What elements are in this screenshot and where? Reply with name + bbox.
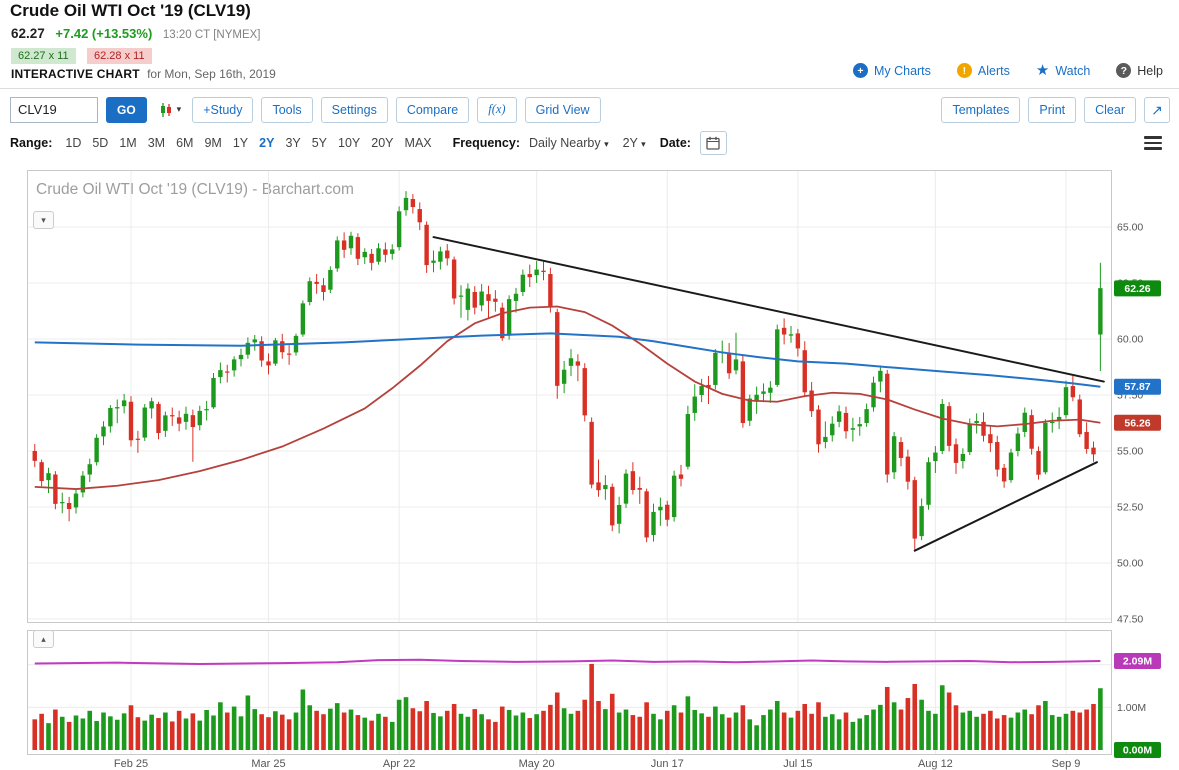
range-5y[interactable]: 5Y (311, 136, 328, 150)
watch-label: Watch (1055, 63, 1091, 78)
period-value: 2Y (622, 136, 638, 150)
svg-text:Jun 17: Jun 17 (651, 758, 684, 770)
svg-text:May 20: May 20 (519, 758, 555, 770)
header-links: + My Charts ! Alerts ★ Watch ? Help (852, 63, 1163, 78)
range-bar: Range: 1D 5D 1M 3M 6M 9M 1Y 2Y 3Y 5Y 10Y… (10, 130, 1170, 156)
grid-view-button[interactable]: Grid View (524, 96, 601, 123)
candlestick-icon (160, 102, 171, 117)
range-3m[interactable]: 3M (147, 136, 166, 150)
svg-text:52.50: 52.50 (1117, 502, 1143, 514)
svg-text:Jul 15: Jul 15 (783, 758, 812, 770)
svg-text:Aug 12: Aug 12 (918, 758, 953, 770)
star-icon: ★ (1035, 62, 1050, 79)
plus-circle-icon: + (852, 63, 868, 78)
header-divider (0, 88, 1179, 89)
range-20y[interactable]: 20Y (371, 136, 394, 150)
range-9m[interactable]: 9M (204, 136, 222, 150)
functions-button[interactable]: f(x) (477, 96, 517, 123)
calendar-icon (706, 136, 721, 150)
svg-text:56.26: 56.26 (1124, 417, 1150, 429)
quote-row: 62.27 +7.42 (+13.53%) 13:20 CT [NYMEX] (11, 26, 260, 41)
range-2y-active[interactable]: 2Y (259, 136, 275, 150)
svg-text:2.09M: 2.09M (1123, 655, 1152, 667)
svg-text:57.87: 57.87 (1124, 381, 1150, 393)
chart-type-button[interactable]: ▾ (155, 102, 185, 118)
calendar-button[interactable] (699, 131, 727, 155)
chart-menu-button[interactable] (1142, 131, 1164, 155)
svg-text:65.00: 65.00 (1117, 222, 1143, 234)
expand-chart-button[interactable]: ↗ (1144, 96, 1170, 123)
settings-button[interactable]: Settings (320, 96, 388, 123)
help-label: Help (1137, 63, 1163, 78)
range-6m[interactable]: 6M (176, 136, 194, 150)
frequency-dropdown[interactable]: Daily Nearby ▾ (529, 136, 609, 150)
clear-button[interactable]: Clear (1084, 96, 1136, 123)
section-row: INTERACTIVE CHART for Mon, Sep 16th, 201… (11, 67, 276, 81)
range-label: Range: (10, 136, 53, 150)
chevron-down-icon: ▾ (641, 139, 646, 149)
price-change: +7.42 (+13.53%) (55, 26, 153, 41)
my-charts-label: My Charts (873, 63, 931, 78)
range-1d[interactable]: 1D (65, 136, 82, 150)
range-1m[interactable]: 1M (119, 136, 137, 150)
page-title: Crude Oil WTI Oct '19 (CLV19) (10, 1, 251, 20)
svg-text:1.00M: 1.00M (1117, 702, 1146, 714)
svg-text:50.00: 50.00 (1117, 558, 1143, 570)
chart-watermark: Crude Oil WTI Oct '19 (CLV19) - Barchart… (36, 181, 354, 198)
templates-button[interactable]: Templates (941, 96, 1021, 123)
ask-quote: 62.28 x 11 (87, 48, 152, 64)
svg-text:Sep 9: Sep 9 (1052, 758, 1081, 770)
alerts-label: Alerts (977, 63, 1010, 78)
period-dropdown[interactable]: 2Y ▾ (623, 136, 646, 150)
quote-time: 13:20 CT [NYMEX] (162, 29, 261, 41)
expand-volume-panel-button[interactable]: ▴ (33, 630, 54, 648)
bid-ask-row: 62.27 x 11 62.28 x 11 (11, 46, 159, 64)
bid-quote: 62.27 x 11 (11, 48, 76, 64)
help-link[interactable]: ? Help (1116, 63, 1163, 78)
frequency-label: Frequency: (452, 136, 521, 150)
svg-text:Mar 25: Mar 25 (251, 758, 285, 770)
frequency-value: Daily Nearby (529, 136, 601, 150)
svg-text:Apr 22: Apr 22 (383, 758, 415, 770)
range-10y[interactable]: 10Y (338, 136, 361, 150)
my-charts-link[interactable]: + My Charts (852, 63, 931, 78)
toolbar-left: GO ▾ +Study Tools Settings Compare f(x) … (10, 96, 601, 123)
svg-text:55.00: 55.00 (1117, 446, 1143, 458)
expand-arrow-icon: ↗ (1151, 101, 1163, 118)
last-price: 62.27 (11, 26, 45, 41)
watch-link[interactable]: ★ Watch (1036, 63, 1090, 78)
range-1y[interactable]: 1Y (232, 136, 249, 150)
svg-text:47.50: 47.50 (1117, 614, 1143, 626)
chart-area: Crude Oil WTI Oct '19 (CLV19) - Barchart… (27, 170, 1179, 770)
symbol-input[interactable] (10, 96, 98, 123)
svg-text:62.26: 62.26 (1124, 283, 1150, 295)
compare-button[interactable]: Compare (395, 96, 470, 123)
svg-text:60.00: 60.00 (1117, 334, 1143, 346)
section-label: INTERACTIVE CHART (11, 67, 140, 81)
chevron-down-icon: ▾ (604, 139, 609, 149)
range-5d[interactable]: 5D (92, 136, 109, 150)
date-label: Date: (659, 136, 691, 150)
chart-toolbar: GO ▾ +Study Tools Settings Compare f(x) … (10, 96, 1170, 123)
go-button[interactable]: GO (106, 96, 147, 123)
range-3y[interactable]: 3Y (285, 136, 301, 150)
collapse-price-panel-button[interactable]: ▾ (33, 211, 54, 229)
tools-button[interactable]: Tools (261, 96, 313, 123)
question-icon: ? (1116, 63, 1132, 78)
price-chart[interactable]: Crude Oil WTI Oct '19 (CLV19) - Barchart… (27, 170, 1179, 770)
alerts-link[interactable]: ! Alerts (956, 63, 1010, 78)
toolbar-right: Templates Print Clear ↗ (941, 96, 1170, 123)
print-button[interactable]: Print (1028, 96, 1077, 123)
chevron-down-icon: ▾ (176, 104, 182, 114)
svg-text:0.00M: 0.00M (1123, 745, 1152, 757)
alert-icon: ! (956, 63, 972, 78)
study-button[interactable]: +Study (192, 96, 254, 123)
section-date: for Mon, Sep 16th, 2019 (147, 67, 276, 81)
range-max[interactable]: MAX (404, 136, 432, 150)
svg-text:Feb 25: Feb 25 (114, 758, 148, 770)
